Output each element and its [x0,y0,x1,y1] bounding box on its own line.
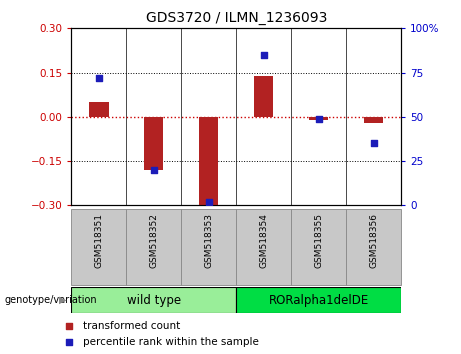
Bar [254,75,273,117]
Text: GSM518356: GSM518356 [369,213,378,268]
FancyBboxPatch shape [236,287,401,313]
Text: ▶: ▶ [59,295,66,305]
FancyBboxPatch shape [236,209,291,285]
FancyBboxPatch shape [291,209,346,285]
Text: GSM518351: GSM518351 [95,213,103,268]
Bar [89,102,108,117]
Text: RORalpha1delDE: RORalpha1delDE [269,293,369,307]
Bar [199,117,219,205]
Text: transformed count: transformed count [83,321,180,331]
Point [95,75,103,81]
Point [205,199,213,205]
Point [370,141,377,146]
Point [150,167,158,173]
FancyBboxPatch shape [71,209,126,285]
Text: GSM518353: GSM518353 [204,213,213,268]
FancyBboxPatch shape [126,209,181,285]
Point [315,116,322,121]
Text: percentile rank within the sample: percentile rank within the sample [83,337,259,347]
Bar [364,117,383,123]
FancyBboxPatch shape [181,209,236,285]
Point [65,339,73,344]
FancyBboxPatch shape [346,209,401,285]
Text: genotype/variation: genotype/variation [5,295,97,305]
Bar [309,117,328,120]
Text: GSM518354: GSM518354 [259,213,268,268]
Text: GSM518352: GSM518352 [149,213,159,268]
Text: GSM518355: GSM518355 [314,213,323,268]
Bar [144,117,164,170]
FancyBboxPatch shape [71,287,236,313]
Text: wild type: wild type [127,293,181,307]
Point [260,52,267,58]
Title: GDS3720 / ILMN_1236093: GDS3720 / ILMN_1236093 [146,11,327,24]
Point [65,323,73,329]
